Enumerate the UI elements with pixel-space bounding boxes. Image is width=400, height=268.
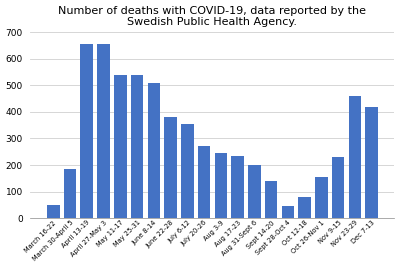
Bar — [315, 177, 328, 218]
Bar — [265, 181, 277, 218]
Bar — [348, 96, 361, 218]
Bar — [97, 44, 110, 218]
Bar — [231, 156, 244, 218]
Bar — [114, 75, 126, 218]
Bar — [248, 165, 261, 218]
Bar — [198, 146, 210, 218]
Bar — [164, 117, 177, 218]
Bar — [181, 124, 194, 218]
Bar — [148, 83, 160, 218]
Bar — [214, 153, 227, 218]
Bar — [298, 197, 311, 218]
Bar — [131, 75, 143, 218]
Bar — [64, 169, 76, 218]
Bar — [282, 206, 294, 218]
Bar — [47, 206, 60, 218]
Bar — [365, 107, 378, 218]
Title: Number of deaths with COVID-19, data reported by the
Swedish Public Health Agenc: Number of deaths with COVID-19, data rep… — [58, 6, 366, 27]
Bar — [80, 44, 93, 218]
Bar — [332, 157, 344, 218]
